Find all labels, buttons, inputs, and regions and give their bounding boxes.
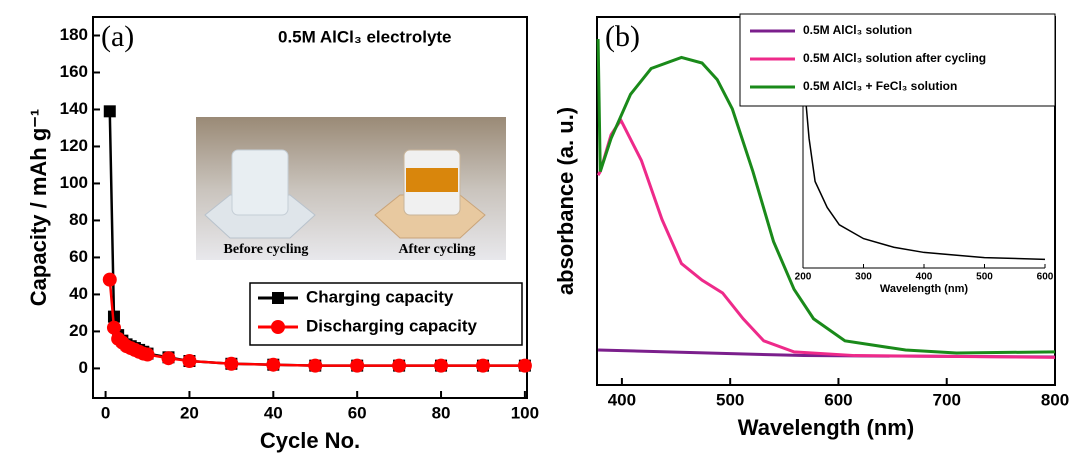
inset-x-tick-label: 500 <box>976 272 993 283</box>
marker <box>434 359 448 373</box>
inset-x-axis-title: Wavelength (nm) <box>880 283 969 295</box>
marker <box>266 358 280 372</box>
photo <box>196 117 506 260</box>
y-tick-label: 140 <box>60 99 88 118</box>
y-tick-label: 180 <box>60 25 88 44</box>
y-tick-label: 40 <box>69 284 88 303</box>
legend-label: 0.5M AlCl₃ solution after cycling <box>803 51 986 65</box>
x-tick-label: 500 <box>716 390 744 409</box>
x-tick-label: 600 <box>824 390 852 409</box>
x-tick-label: 0 <box>101 403 110 422</box>
legend-marker <box>271 320 285 334</box>
legend-label: 0.5M AlCl₃ + FeCl₃ solution <box>803 79 957 93</box>
inset-x-tick-label: 400 <box>916 272 933 283</box>
photo-label: Before cycling <box>224 242 309 257</box>
figure: 0 20 40 60 80 100 0 20 40 60 80 100 120 140 160 180 Cycl… <box>0 0 1075 455</box>
marker <box>308 359 322 373</box>
x-tick-label: 800 <box>1041 390 1069 409</box>
annotation: 0.5M AlCl₃ electrolyte <box>278 27 452 46</box>
x-tick-label: 60 <box>348 403 367 422</box>
series-line <box>598 120 1055 357</box>
x-axis-title: Wavelength (nm) <box>738 415 914 440</box>
x-tick-label: 80 <box>432 403 451 422</box>
marker <box>350 359 364 373</box>
x-tick-label: 700 <box>933 390 961 409</box>
marker <box>224 357 238 371</box>
legend-label: Discharging capacity <box>306 316 478 335</box>
marker <box>103 273 117 287</box>
photo-label: After cycling <box>398 242 475 257</box>
x-tick-label: 40 <box>264 403 283 422</box>
x-tick-label: 20 <box>180 403 199 422</box>
y-tick-label: 60 <box>69 247 88 266</box>
legend-label: Charging capacity <box>306 287 454 306</box>
x-axis-title: Cycle No. <box>260 428 360 453</box>
series-line <box>806 104 1045 260</box>
y-tick-label: 160 <box>60 62 88 81</box>
marker <box>141 348 155 362</box>
marker <box>104 105 116 117</box>
y-axis-title: Capacity / mAh g⁻¹ <box>26 109 51 306</box>
marker <box>182 354 196 368</box>
page: 0 20 40 60 80 100 0 20 40 60 80 100 120 140 160 180 Cycl… <box>0 0 1075 455</box>
y-tick-label: 20 <box>69 321 88 340</box>
y-tick-label: 120 <box>60 136 88 155</box>
marker <box>476 359 490 373</box>
panel-label: (b) <box>605 20 640 53</box>
inset-x-tick-label: 600 <box>1037 272 1054 283</box>
legend-label: 0.5M AlCl₃ solution <box>803 23 912 37</box>
legend-marker <box>272 292 284 304</box>
x-tick-label: 400 <box>608 390 636 409</box>
y-tick-label: 100 <box>60 173 88 192</box>
y-tick-label: 80 <box>69 210 88 229</box>
marker <box>518 359 532 373</box>
inset-x-tick-label: 200 <box>795 272 812 283</box>
y-tick-label: 0 <box>79 358 88 377</box>
y-axis-title: absorbance (a. u.) <box>553 107 578 295</box>
marker <box>161 351 175 365</box>
inset-x-tick-label: 300 <box>855 272 872 283</box>
panel-label: (a) <box>101 20 134 53</box>
x-tick-label: 100 <box>511 403 539 422</box>
marker <box>392 359 406 373</box>
